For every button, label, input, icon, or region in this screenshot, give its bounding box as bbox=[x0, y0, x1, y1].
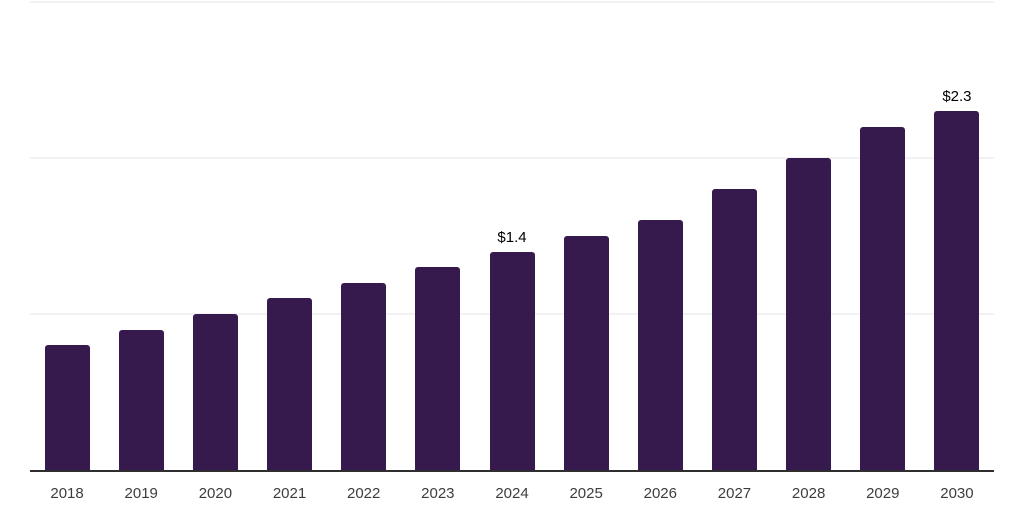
x-tick-2021: 2021 bbox=[272, 485, 307, 502]
x-tick-2023: 2023 bbox=[421, 485, 455, 502]
x-tick-2024: 2024 bbox=[495, 485, 529, 502]
bar-2019 bbox=[118, 329, 164, 470]
data-label-2024: $1.4 bbox=[497, 228, 527, 246]
data-label-2030: $2.3 bbox=[942, 88, 972, 106]
bar-2029 bbox=[860, 126, 906, 470]
x-tick-2027: 2027 bbox=[717, 485, 752, 502]
x-tick-2022: 2022 bbox=[347, 485, 381, 502]
bar-2026 bbox=[637, 220, 683, 470]
x-tick-2030: 2030 bbox=[940, 485, 974, 502]
bar-2023 bbox=[415, 267, 461, 470]
bar-2021 bbox=[267, 298, 313, 470]
bar-2030 bbox=[934, 111, 980, 470]
x-tick-2019: 2019 bbox=[124, 485, 158, 502]
gridline-3 bbox=[30, 1, 994, 3]
x-tick-2020: 2020 bbox=[198, 485, 233, 502]
bar-2028 bbox=[786, 158, 832, 470]
x-tick-2028: 2028 bbox=[791, 485, 826, 502]
bar-2027 bbox=[711, 189, 757, 470]
x-tick-2029: 2029 bbox=[866, 485, 900, 502]
bar-2025 bbox=[563, 236, 609, 470]
bar-2020 bbox=[192, 314, 238, 470]
x-axis-line bbox=[30, 470, 994, 472]
bar-2022 bbox=[341, 282, 387, 470]
bar-2018 bbox=[44, 345, 90, 470]
x-tick-2018: 2018 bbox=[50, 485, 84, 502]
gridline-2 bbox=[30, 157, 994, 159]
x-tick-2026: 2026 bbox=[643, 485, 677, 502]
x-tick-2025: 2025 bbox=[569, 485, 603, 502]
bar-2024 bbox=[489, 251, 535, 470]
